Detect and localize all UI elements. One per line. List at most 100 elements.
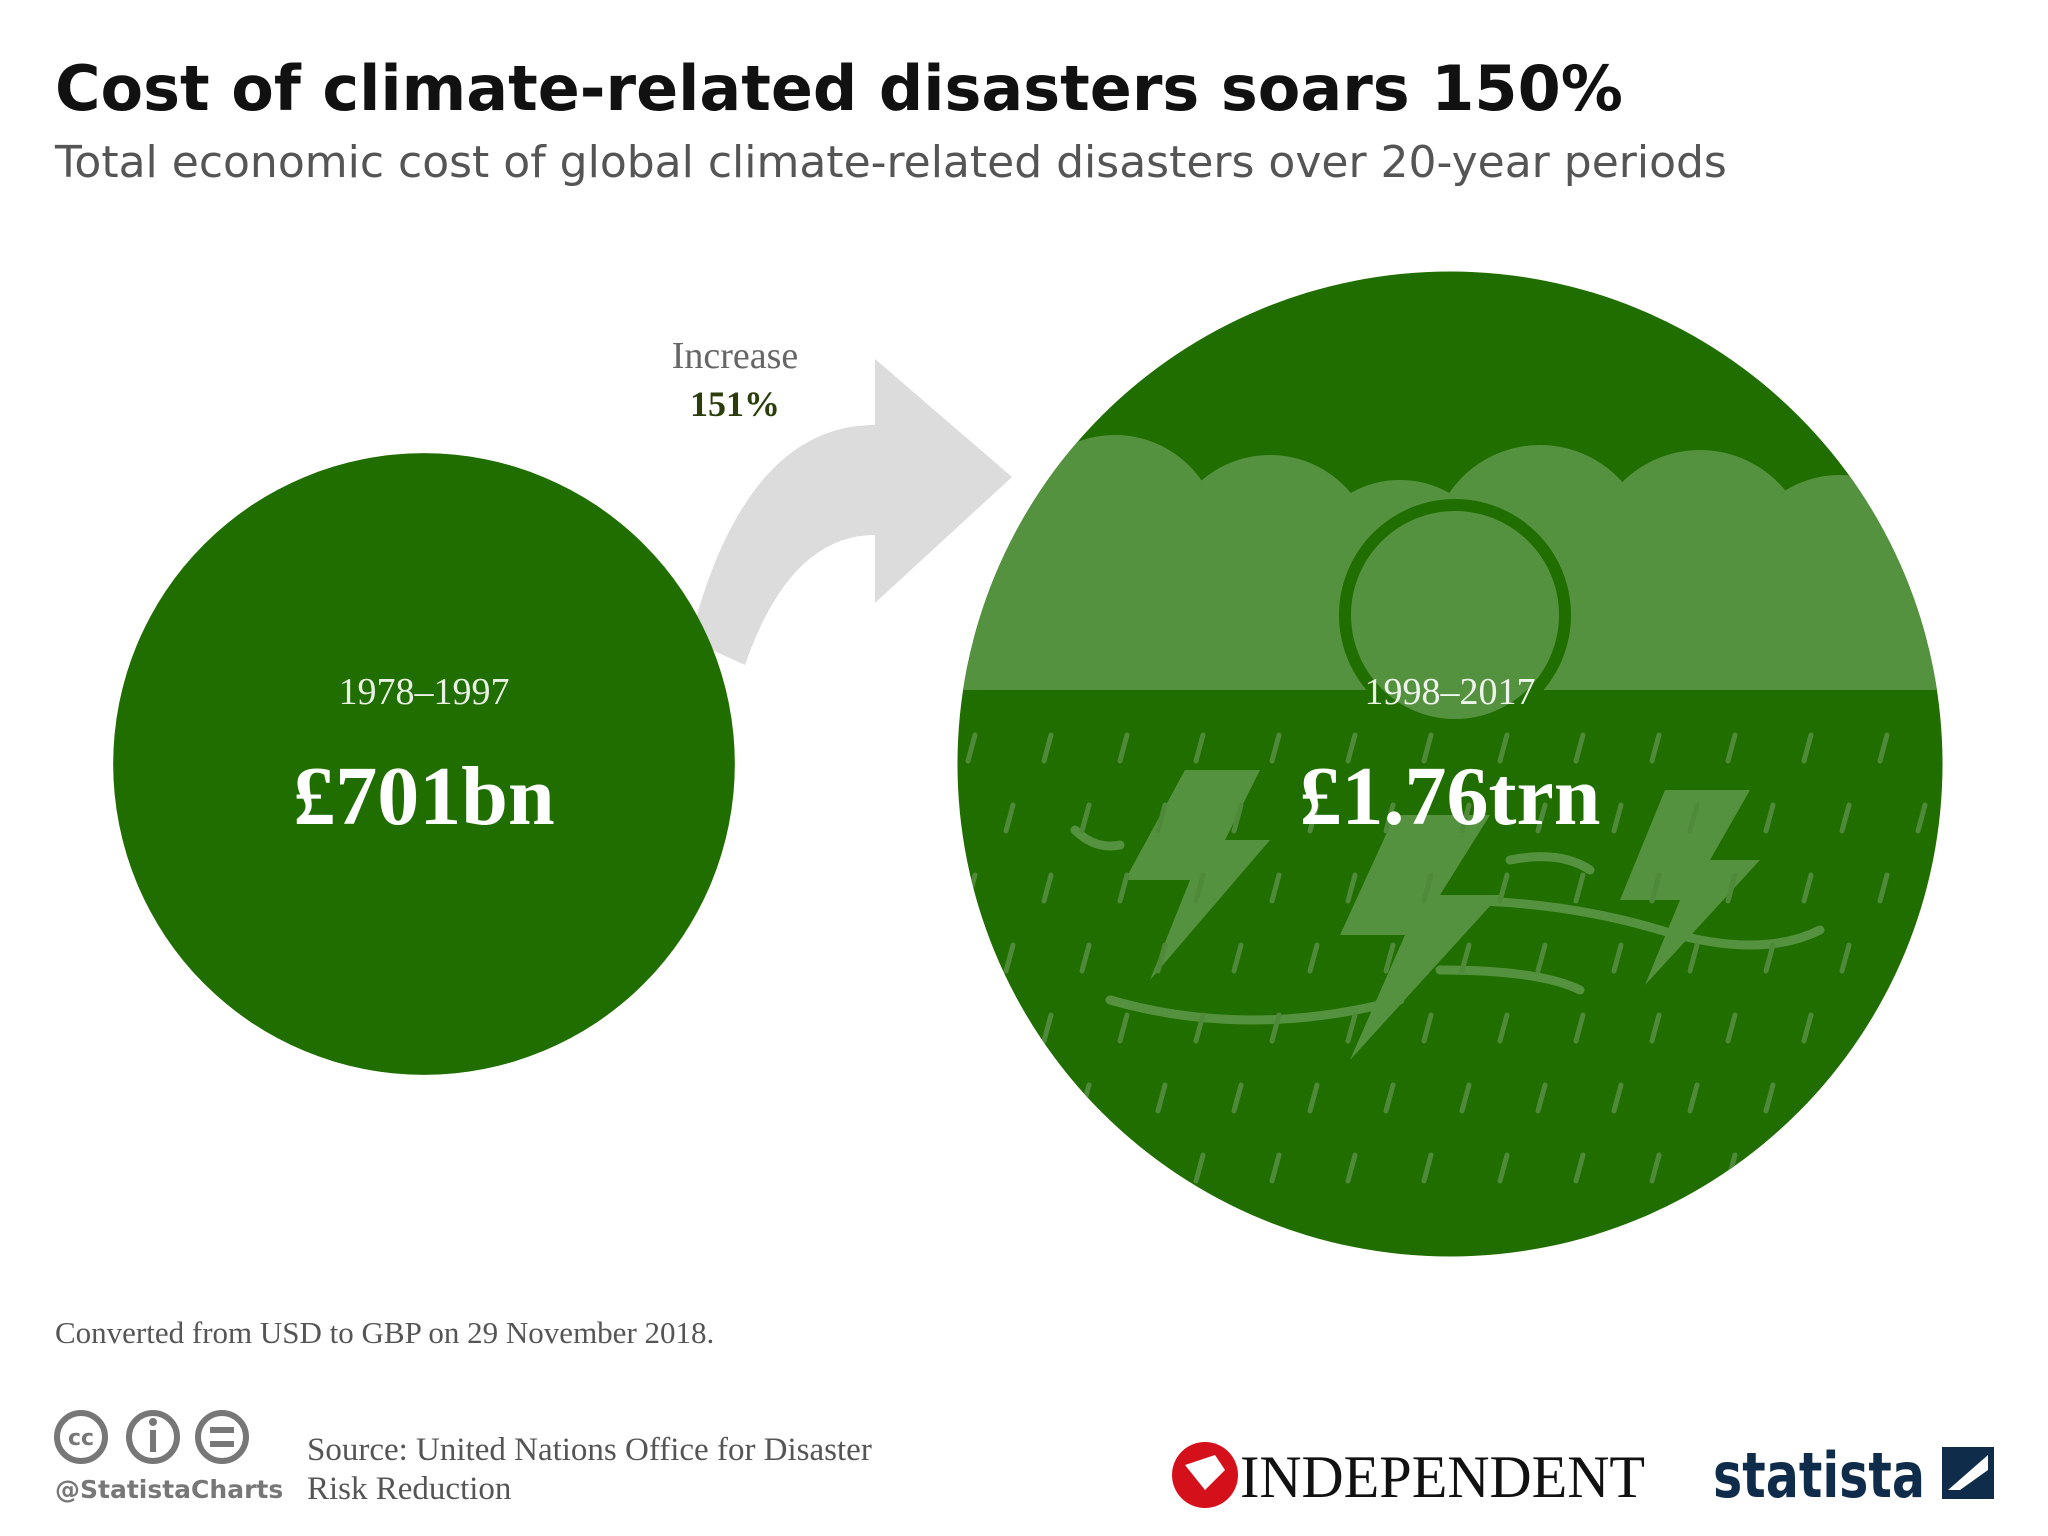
- increase-label: Increase: [672, 335, 799, 377]
- raindrop: [1649, 1152, 1662, 1184]
- raindrop: [1801, 1012, 1814, 1044]
- raindrop: [1725, 1012, 1738, 1044]
- raindrop: [1459, 1082, 1472, 1114]
- raindrop: [1535, 802, 1548, 834]
- raindrop: [1725, 872, 1738, 904]
- raindrop: [1041, 872, 1054, 904]
- raindrop: [1345, 732, 1358, 764]
- raindrop: [1041, 732, 1054, 764]
- raindrop: [1877, 1012, 1890, 1044]
- raindrop: [1915, 1082, 1928, 1114]
- period-label: 1978–1997: [339, 671, 510, 713]
- raindrop: [1041, 1012, 1054, 1044]
- independent-logo: INDEPENDENT: [1240, 1444, 1645, 1510]
- raindrop: [1307, 802, 1320, 834]
- raindrop: [965, 732, 978, 764]
- raindrop: [1155, 942, 1168, 974]
- raindrop: [1877, 732, 1890, 764]
- raindrop: [1725, 732, 1738, 764]
- raindrop: [1193, 1152, 1206, 1184]
- raindrop: [1117, 732, 1130, 764]
- raindrop: [1573, 872, 1586, 904]
- raindrop: [1421, 872, 1434, 904]
- raindrop: [1877, 872, 1890, 904]
- raindrop: [1307, 942, 1320, 974]
- raindrop: [1079, 942, 1092, 974]
- chart-subtitle: Total economic cost of global climate-re…: [54, 137, 1727, 188]
- raindrop: [1231, 1082, 1244, 1114]
- raindrop: [1421, 1012, 1434, 1044]
- raindrop: [1687, 1082, 1700, 1114]
- increase-value: 151%: [690, 384, 780, 424]
- raindrop: [1763, 802, 1776, 834]
- statista-logo: statista: [1713, 1439, 1925, 1512]
- circle-labels: 1978–1997 £701bn 1998–2017 £1.76trn: [293, 671, 1600, 843]
- raindrop: [1915, 802, 1928, 834]
- raindrop: [1839, 802, 1852, 834]
- raindrop: [965, 1012, 978, 1044]
- raindrop: [965, 1152, 978, 1184]
- weather-illustration: [957, 435, 1943, 1184]
- raindrop: [1193, 872, 1206, 904]
- raindrop: [1003, 942, 1016, 974]
- raindrop: [1915, 942, 1928, 974]
- raindrop: [1383, 1082, 1396, 1114]
- raindrop: [1459, 942, 1472, 974]
- raindrop: [1573, 732, 1586, 764]
- raindrop: [1193, 1012, 1206, 1044]
- raindrop: [1231, 802, 1244, 834]
- raindrop: [1649, 732, 1662, 764]
- raindrop: [1687, 802, 1700, 834]
- raindrop: [1763, 1082, 1776, 1114]
- raindrop: [1269, 732, 1282, 764]
- value-label: £701bn: [293, 750, 554, 843]
- raindrop: [1269, 1012, 1282, 1044]
- period-label: 1998–2017: [1365, 671, 1536, 713]
- raindrop: [1459, 802, 1472, 834]
- raindrop: [1877, 1152, 1890, 1184]
- raindrop: [1231, 942, 1244, 974]
- raindrop: [1193, 732, 1206, 764]
- raindrop: [1497, 732, 1510, 764]
- independent-eagle: [1185, 1455, 1225, 1490]
- raindrop: [1611, 802, 1624, 834]
- raindrop: [1383, 942, 1396, 974]
- raindrop: [1117, 872, 1130, 904]
- raindrop: [1003, 1082, 1016, 1114]
- raindrop: [1649, 1012, 1662, 1044]
- raindrop: [1839, 942, 1852, 974]
- raindrop: [1497, 1012, 1510, 1044]
- raindrop: [1497, 872, 1510, 904]
- chart-title: Cost of climate-related disasters soars …: [55, 52, 1623, 125]
- raindrop: [1839, 1082, 1852, 1114]
- raindrop: [1573, 1012, 1586, 1044]
- raindrop: [1801, 1152, 1814, 1184]
- raindrop: [1307, 1082, 1320, 1114]
- raindrop: [1269, 1152, 1282, 1184]
- raindrop: [1003, 802, 1016, 834]
- credit: @StatistaCharts: [55, 1475, 283, 1504]
- raindrop: [1687, 942, 1700, 974]
- raindrop: [1079, 802, 1092, 834]
- raindrop: [1801, 872, 1814, 904]
- value-circle: [113, 453, 735, 1075]
- license-icon-dot: [149, 1418, 157, 1426]
- raindrop: [1497, 1152, 1510, 1184]
- raindrop: [1573, 1152, 1586, 1184]
- license-icons: [54, 1410, 249, 1464]
- raindrop: [1383, 802, 1396, 834]
- raindrop: [1345, 872, 1358, 904]
- raindrop: [965, 872, 978, 904]
- raindrop: [1117, 1152, 1130, 1184]
- raindrop: [1117, 1012, 1130, 1044]
- statista-icon-mark: [1948, 1455, 1988, 1490]
- raindrop: [1421, 1152, 1434, 1184]
- note: Converted from USD to GBP on 29 November…: [55, 1315, 714, 1350]
- raindrop: [1345, 1152, 1358, 1184]
- raindrop: [1611, 1082, 1624, 1114]
- source-line: Risk Reduction: [307, 1471, 511, 1507]
- raindrop: [1801, 732, 1814, 764]
- clouds: [957, 435, 1943, 731]
